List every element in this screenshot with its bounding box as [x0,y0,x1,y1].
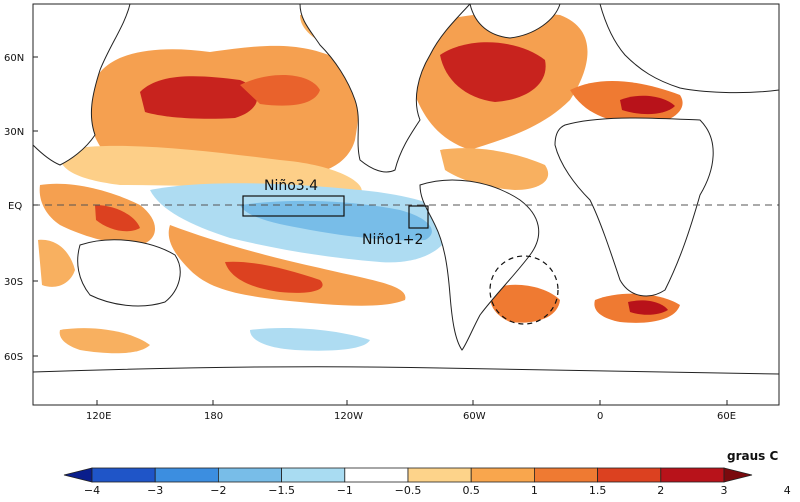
colorbar-tick-label: 1.5 [589,484,607,497]
nino12-region-box [408,205,429,229]
lat-label-eq: EQ [8,201,22,212]
lat-label-60n: 60N [4,53,24,64]
antarctica-landmass [32,366,780,406]
colorbar-tick-label: 2 [657,484,664,497]
colorbar-segment [154,467,219,483]
lon-label-120w: 120W [334,411,363,422]
colorbar-tick-label: −1 [337,484,353,497]
south-atlantic-warm-anomaly [489,284,560,323]
lon-label-60w: 60W [463,411,486,422]
colorbar-tick-label: −2 [210,484,226,497]
colorbar-tick-label: 4 [784,484,791,497]
southern-ocean-cool-anomaly [250,328,370,351]
north-pacific-strong-anomaly [140,76,258,119]
anomaly-fields [38,12,683,354]
colorbar-tick-label: 1 [531,484,538,497]
colorbar-tick-label: −0.5 [395,484,422,497]
lon-label-120e: 120E [86,411,111,422]
nino34-region-box [242,195,345,217]
europe-landmass [599,3,780,94]
longitude-axis: 120E 180 120W 60W 0 60E [86,400,736,422]
lat-label-60s: 60S [4,352,23,363]
colorbar-arrow-high [723,467,753,483]
south-america-landmass [419,179,540,351]
colorbar-tick-label: −1.5 [268,484,295,497]
nino34-label: Niño3.4 [264,178,318,194]
south-pacific-strong-anomaly [225,261,323,293]
colorbar-segment [534,467,599,483]
southern-ocean-warm-anomaly [59,328,150,354]
units-label: graus C [727,449,778,463]
nino12-label: Niño1+2 [362,232,423,248]
colorbar-tick-label: 3 [721,484,728,497]
north-atlantic-strong-anomaly [440,42,546,102]
australia-landmass [77,239,181,307]
lat-label-30s: 30S [4,277,23,288]
lon-label-60e: 60E [717,411,736,422]
latitude-axis: 60N 30N EQ 30S 60S [4,53,38,363]
colorbar-segment [660,467,725,483]
colorbar-segment [91,467,156,483]
lat-label-30n: 30N [4,127,24,138]
greenland-landmass [469,3,561,39]
colorbar-segment [344,467,409,483]
colorbar: −4 −3 −2 −1.5 −1 −0.5 0.5 1 1.5 2 3 4 [63,467,791,497]
colorbar-segment [597,467,662,483]
north-america-landmass [299,3,472,173]
subtropical-pacific-warm-anomaly [59,145,362,195]
colorbar-arrow-low [63,467,93,483]
colorbar-segment [470,467,535,483]
colorbar-tick-label: 0.5 [462,484,480,497]
colorbar-tick-label: −4 [84,484,100,497]
lon-label-0: 0 [597,411,603,422]
mediterranean-strong-anomaly [620,95,675,115]
north-pacific-moderate-anomaly [240,74,320,106]
tropical-atlantic-warm-anomaly [440,148,549,190]
western-australia-warm-anomaly [38,239,75,287]
lon-label-180: 180 [204,411,223,422]
south-atlantic-highlight-circle [489,255,559,325]
africa-landmass [554,117,714,297]
coastlines [32,3,780,406]
asia-landmass [32,3,131,166]
colorbar-tick-label: −3 [147,484,163,497]
south-pacific-warm-anomaly [168,225,406,306]
south-africa-strong-anomaly [628,300,668,315]
colorbar-segment [407,467,472,483]
colorbar-segment [281,467,346,483]
colorbar-segment [217,467,282,483]
equatorial-pacific-moderate-cool [240,200,432,241]
maritime-continent-strong-anomaly [95,205,140,232]
